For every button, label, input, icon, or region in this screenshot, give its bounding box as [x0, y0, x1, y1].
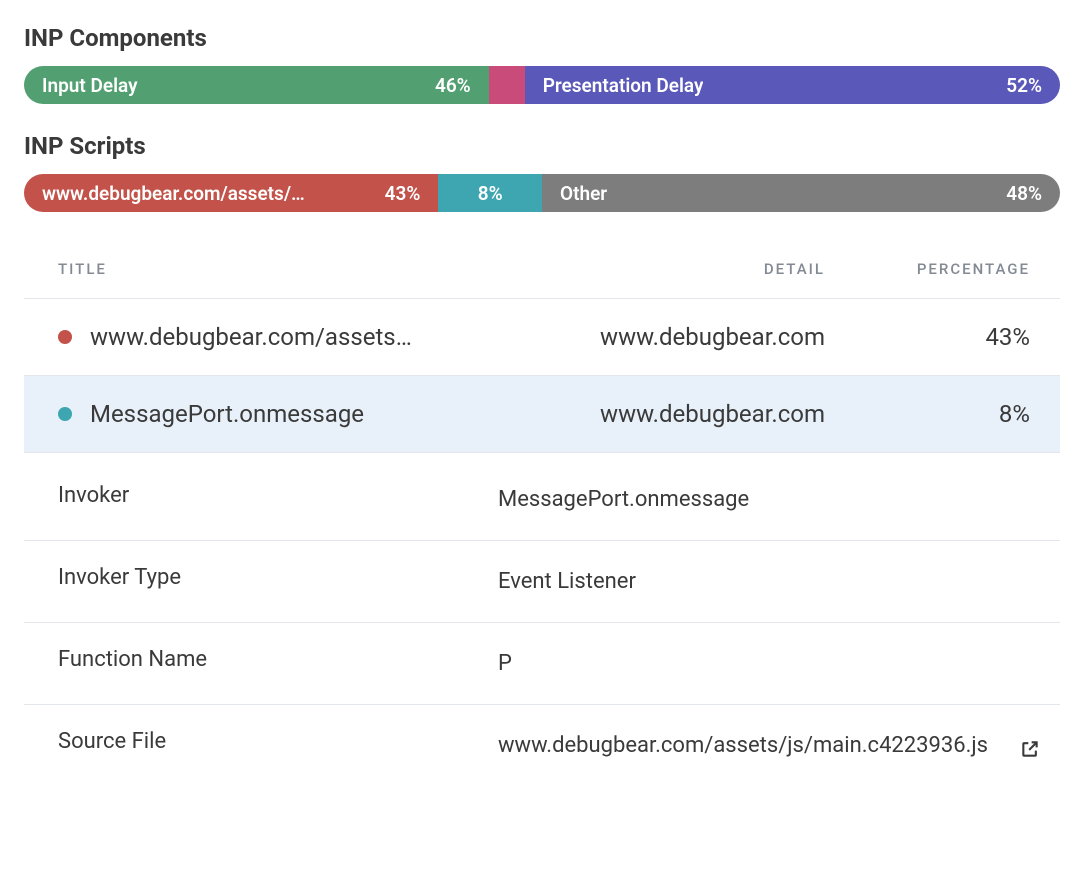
col-title: TITLE	[24, 240, 507, 299]
scripts-segment[interactable]: 8%	[438, 174, 542, 212]
detail-value: MessagePort.onmessage	[498, 483, 1040, 516]
detail-value: P	[498, 647, 1040, 680]
detail-key: Function Name	[58, 647, 498, 672]
segment-label: Other	[560, 182, 607, 205]
inp-components-section: INP Components Input Delay 46% Presentatio…	[24, 24, 1060, 104]
row-detail: www.debugbear.com	[507, 299, 845, 376]
detail-row: Function NameP	[24, 623, 1060, 705]
segment-label: Input Delay	[42, 74, 138, 97]
scripts-table: TITLE DETAIL PERCENTAGE www.debugbear.co…	[24, 240, 1060, 453]
segment-label: www.debugbear.com/assets/…	[42, 182, 305, 205]
segment-label: Presentation Delay	[543, 74, 704, 97]
table-header-row: TITLE DETAIL PERCENTAGE	[24, 240, 1060, 299]
inp-scripts-section: INP Scripts www.debugbear.com/assets/… 43…	[24, 132, 1060, 212]
external-link-icon[interactable]	[1020, 736, 1040, 756]
detail-value[interactable]: www.debugbear.com/assets/js/main.c422393…	[498, 729, 1040, 762]
components-segment[interactable]	[489, 66, 525, 104]
segment-value: 52%	[1006, 74, 1042, 97]
row-title: www.debugbear.com/assets…	[90, 323, 412, 351]
table-row[interactable]: MessagePort.onmessage www.debugbear.com8%	[24, 376, 1060, 453]
scripts-segment[interactable]: Other 48%	[542, 174, 1060, 212]
detail-key: Source File	[58, 729, 498, 754]
row-percentage: 8%	[845, 376, 1060, 453]
col-detail: DETAIL	[507, 240, 845, 299]
detail-row: InvokerMessagePort.onmessage	[24, 459, 1060, 541]
components-segment[interactable]: Input Delay 46%	[24, 66, 489, 104]
series-dot-icon	[58, 407, 72, 421]
segment-value: 43%	[385, 182, 421, 205]
scripts-segment[interactable]: www.debugbear.com/assets/… 43%	[24, 174, 438, 212]
table-row[interactable]: www.debugbear.com/assets… www.debugbear.c…	[24, 299, 1060, 376]
script-details: InvokerMessagePort.onmessageInvoker Type…	[24, 459, 1060, 786]
detail-key: Invoker Type	[58, 565, 498, 590]
detail-value: Event Listener	[498, 565, 1040, 598]
inp-scripts-title: INP Scripts	[24, 132, 1060, 160]
segment-value: 8%	[478, 182, 503, 205]
inp-scripts-bar: www.debugbear.com/assets/… 43% 8% Other 48%	[24, 174, 1060, 212]
row-title: MessagePort.onmessage	[90, 400, 364, 428]
components-segment[interactable]: Presentation Delay 52%	[525, 66, 1060, 104]
inp-components-title: INP Components	[24, 24, 1060, 52]
col-percentage: PERCENTAGE	[845, 240, 1060, 299]
row-percentage: 43%	[845, 299, 1060, 376]
detail-key: Invoker	[58, 483, 498, 508]
detail-value-text: www.debugbear.com/assets/js/main.c422393…	[498, 729, 988, 762]
inp-components-bar: Input Delay 46% Presentation Delay 52%	[24, 66, 1060, 104]
segment-value: 46%	[435, 74, 471, 97]
row-detail: www.debugbear.com	[507, 376, 845, 453]
series-dot-icon	[58, 330, 72, 344]
detail-row: Source Filewww.debugbear.com/assets/js/m…	[24, 705, 1060, 786]
detail-row: Invoker TypeEvent Listener	[24, 541, 1060, 623]
segment-value: 48%	[1006, 182, 1042, 205]
